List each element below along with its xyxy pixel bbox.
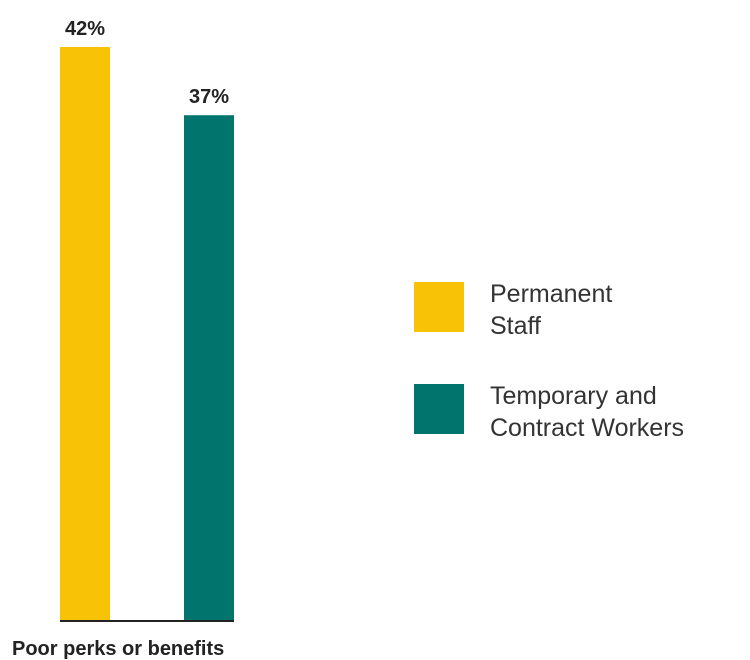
legend: Permanent Staff Temporary and Contract Work…: [414, 280, 684, 442]
category-label: Poor perks or benefits: [12, 638, 224, 660]
legend-label-temporary-contract-workers: Temporary and Contract Workers: [490, 382, 684, 442]
bar-temporary-contract-workers: [184, 115, 234, 620]
legend-swatch-temporary-contract-workers: [414, 384, 464, 434]
legend-label-permanent-staff: Permanent Staff: [490, 280, 612, 340]
data-label-permanent-staff: 42%: [65, 18, 105, 40]
data-label-temporary-contract-workers: 37%: [189, 86, 229, 108]
legend-swatch-permanent-staff: [414, 282, 464, 332]
bars-group: [60, 47, 234, 620]
bar-permanent-staff: [60, 47, 110, 620]
